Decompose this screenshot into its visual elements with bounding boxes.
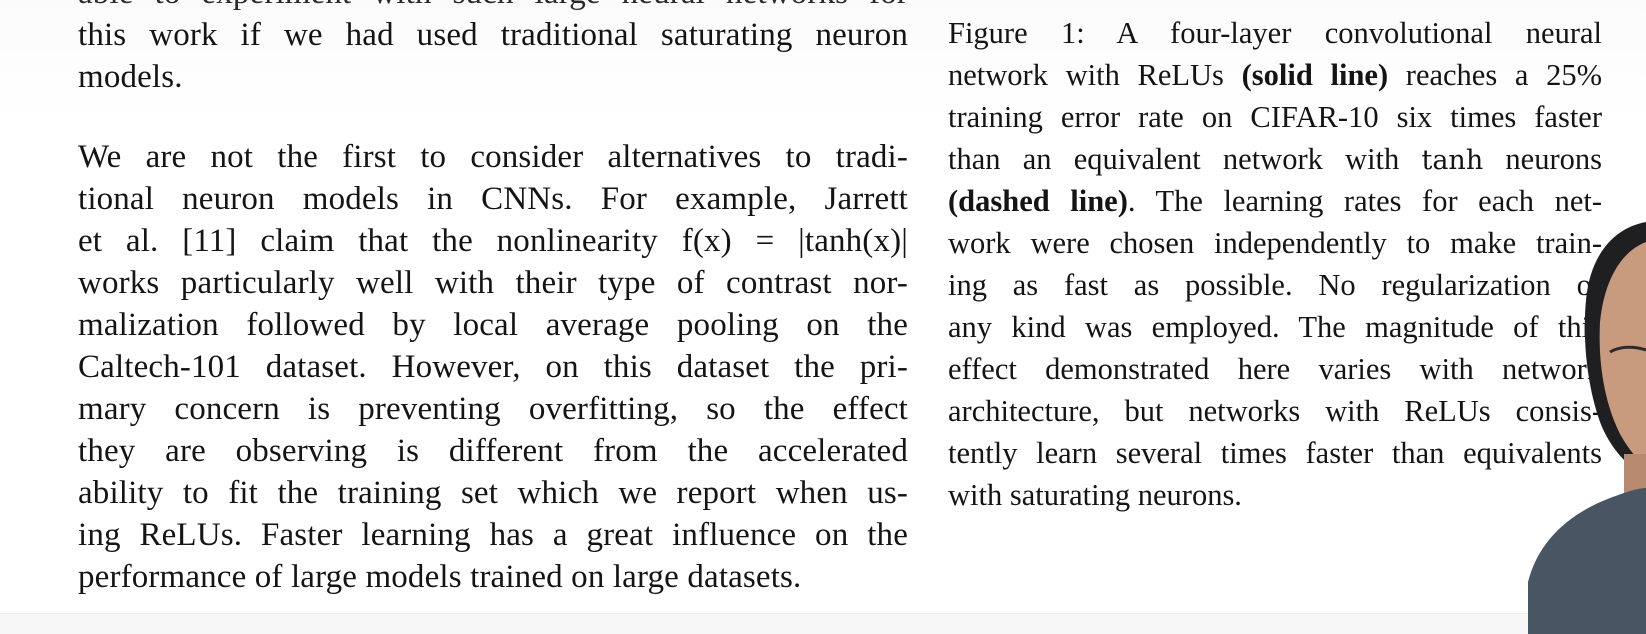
caption-line: than an equivalent network with tanh neu… [948,138,1602,180]
text-line: ing ReLUs. Faster learning has a great i… [78,517,908,553]
caption-line: with saturating neurons. [948,478,1242,512]
paragraph-gap [78,98,908,136]
caption-line: tently learn several times faster than e… [948,436,1602,470]
body-text-column: able to experiment with such large neura… [78,0,908,598]
caption-line: network with ReLUs (solid line) reaches … [948,54,1602,96]
presenter-webcam-overlay [1528,222,1646,634]
caption-line: any kind was employed. The magnitude of … [948,310,1602,344]
figure-caption: Figure 1: A four-layer convolutional neu… [948,12,1602,516]
caption-text: network with ReLUs [948,58,1242,92]
caption-bold: (dashed line) [948,184,1128,218]
text-line: et al. [11] claim that the nonlinearity … [78,223,908,259]
text-line: performance of large models trained on l… [78,559,802,595]
text-line: tional neuron models in CNNs. For exampl… [78,181,908,217]
text-line: able to experiment with such large neura… [78,0,908,14]
caption-line: ing as fast as possible. No regularizati… [948,268,1602,302]
caption-line: work were chosen independently to make t… [948,226,1602,260]
caption-line: effect demonstrated here varies with net… [948,352,1602,386]
caption-text: than an equivalent network with [948,142,1422,176]
presenter-face [1599,242,1646,466]
text-line: We are not the first to consider alterna… [78,139,908,175]
text-line: models. [78,59,183,95]
text-line: mary concern is preventing overfitting, … [78,391,908,427]
text-line: they are observing is different from the… [78,433,908,469]
caption-bold: (solid line) [1241,58,1389,92]
caption-text: reaches a 25% [1388,58,1603,92]
text-line: Caltech-101 dataset. However, on this da… [78,349,908,385]
caption-text: . The learning rates for each net- [1127,184,1602,218]
caption-line: (dashed line). The learning rates for ea… [948,180,1602,222]
text-line: malization followed by local average poo… [78,307,908,343]
caption-text: neurons [1483,142,1602,176]
text-line: this work if we had used traditional sat… [78,17,908,53]
presenter-figure [1528,222,1646,634]
text-line: ability to fit the training set which we… [78,475,908,511]
presenter-neck [1624,454,1646,494]
caption-math: tanh [1421,145,1484,176]
caption-line: Figure 1: A four-layer convolutional neu… [948,12,1602,54]
glasses-icon [1609,345,1646,354]
caption-line: architecture, but networks with ReLUs co… [948,394,1602,428]
text-line: works particularly well with their type … [78,265,908,301]
figure-label: Figure 1: [948,16,1085,50]
caption-line: training error rate on CIFAR-10 six time… [948,100,1602,134]
caption-text: A four-layer convolutional neural [1116,16,1602,50]
bottom-edge [0,613,1646,634]
presenter-shirt [1528,488,1646,634]
